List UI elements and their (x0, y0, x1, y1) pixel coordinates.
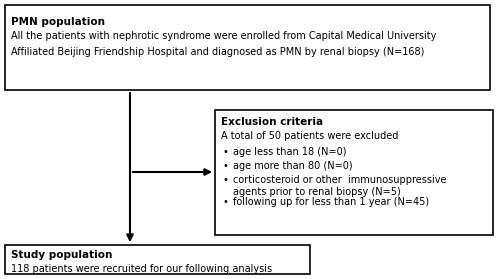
Text: age less than 18 (N=0): age less than 18 (N=0) (233, 147, 346, 157)
Text: A total of 50 patients were excluded: A total of 50 patients were excluded (221, 131, 398, 141)
Text: •: • (223, 197, 229, 207)
Text: •: • (223, 175, 229, 185)
Bar (215, 110, 493, 235)
Text: Study population: Study population (11, 250, 112, 260)
Text: agents prior to renal biopsy (N=5): agents prior to renal biopsy (N=5) (233, 187, 401, 197)
Text: corticosteroid or other  immunosuppressive: corticosteroid or other immunosuppressiv… (233, 175, 446, 185)
Text: Exclusion criteria: Exclusion criteria (221, 117, 323, 127)
Text: PMN population: PMN population (11, 17, 105, 27)
Text: Affiliated Beijing Friendship Hospital and diagnosed as PMN by renal biopsy (N=1: Affiliated Beijing Friendship Hospital a… (11, 47, 424, 57)
Bar (5, 245, 310, 274)
Text: age more than 80 (N=0): age more than 80 (N=0) (233, 161, 352, 171)
Text: •: • (223, 147, 229, 157)
Bar (5, 5, 490, 90)
Text: following up for less than 1 year (N=45): following up for less than 1 year (N=45) (233, 197, 429, 207)
Text: •: • (223, 161, 229, 171)
Text: 118 patients were recruited for our following analysis: 118 patients were recruited for our foll… (11, 264, 272, 274)
Text: All the patients with nephrotic syndrome were enrolled from Capital Medical Univ: All the patients with nephrotic syndrome… (11, 31, 436, 41)
